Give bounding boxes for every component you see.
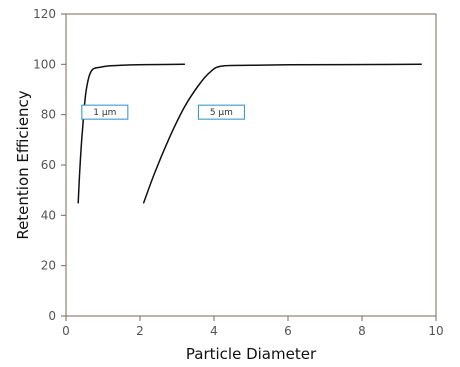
series-line (142, 63, 422, 204)
x-tick-label: 8 (358, 324, 366, 338)
series-label-box (197, 104, 245, 120)
x-tick-label: 2 (136, 324, 144, 338)
y-tick-label: 60 (41, 158, 56, 172)
series-line (77, 63, 186, 204)
plot-area (65, 13, 437, 317)
series-label: 1 µm (93, 108, 116, 118)
series-label-box (81, 104, 129, 120)
y-tick-label: 80 (41, 108, 56, 122)
y-tick-label: 40 (41, 208, 56, 222)
y-tick-label: 0 (48, 309, 56, 323)
y-tick-label: 20 (41, 259, 56, 273)
x-axis-title: Particle Diameter (186, 345, 317, 363)
x-tick-label: 10 (428, 324, 443, 338)
x-tick-label: 0 (62, 324, 70, 338)
x-axis-ticks: 0 2 4 6 8 10 (62, 316, 444, 338)
series-layer (77, 63, 422, 204)
y-tick-label: 120 (33, 7, 56, 21)
x-tick-label: 6 (284, 324, 292, 338)
x-tick-label: 4 (210, 324, 218, 338)
y-tick-label: 100 (33, 57, 56, 71)
y-axis-ticks: 0 20 40 60 80 100 120 (33, 7, 66, 323)
series-label: 5 µm (210, 108, 233, 118)
y-axis-title: Retention Efficiency (14, 90, 32, 239)
series-label-layer: 1 µm 5 µm (81, 104, 245, 120)
